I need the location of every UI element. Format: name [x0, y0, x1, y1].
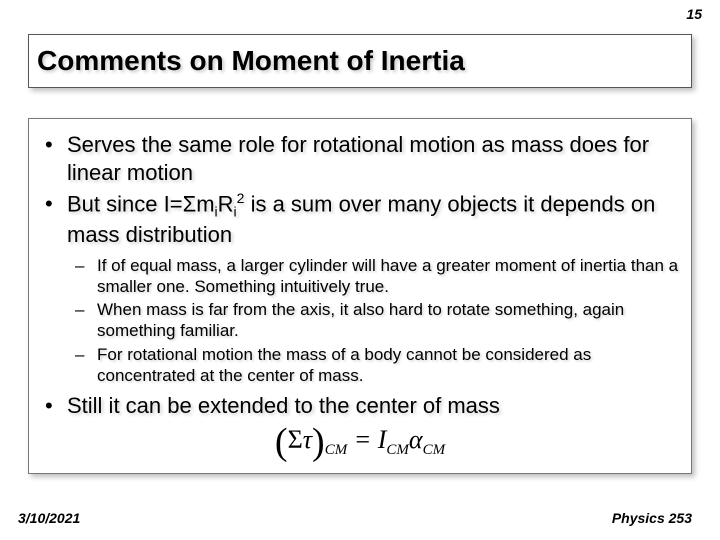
slide-title: Comments on Moment of Inertia	[37, 45, 683, 77]
cm-sub: CM	[386, 442, 409, 458]
r-symbol: R	[218, 191, 234, 216]
sub-1-text: If of equal mass, a larger cylinder will…	[97, 255, 681, 298]
bullet-3-row: • Still it can be extended to the center…	[39, 392, 681, 421]
content-container: • Serves the same role for rotational mo…	[28, 118, 692, 474]
equation-container: (Στ)CM = ICMαCM	[39, 425, 681, 459]
bullet-1-text: Serves the same role for rotational moti…	[67, 131, 681, 186]
m-symbol: m	[196, 191, 214, 216]
cm-sub: CM	[423, 442, 446, 458]
bullet-2-row: • But since I=ΣmiRi2 is a sum over many …	[39, 190, 681, 249]
bullet-2-text: But since I=ΣmiRi2 is a sum over many ob…	[67, 190, 681, 249]
bullet-marker: •	[39, 190, 67, 219]
title-container: Comments on Moment of Inertia	[28, 34, 692, 88]
sub-1-row: – If of equal mass, a larger cylinder wi…	[39, 255, 681, 298]
sub-3-row: – For rotational motion the mass of a bo…	[39, 344, 681, 387]
bullet-marker: •	[39, 131, 67, 160]
footer-course: Physics 253	[612, 510, 692, 526]
alpha-symbol: α	[409, 425, 423, 454]
sigma-symbol: Σ	[183, 191, 197, 216]
dash-marker: –	[75, 255, 97, 276]
sub-2-text: When mass is far from the axis, it also …	[97, 299, 681, 342]
tau-symbol: τ	[303, 425, 312, 454]
page-number: 15	[686, 6, 702, 22]
bullet-3-text: Still it can be extended to the center o…	[67, 392, 500, 420]
b2-pre: But since I=	[67, 191, 183, 216]
equals: =	[347, 425, 378, 454]
sub-bullet-group: – If of equal mass, a larger cylinder wi…	[39, 255, 681, 387]
bullet-1-row: • Serves the same role for rotational mo…	[39, 131, 681, 186]
lparen: (	[275, 421, 288, 463]
sigma-icon: Σ	[288, 425, 303, 454]
dash-marker: –	[75, 344, 97, 365]
subscript-i: i	[234, 204, 237, 220]
bullet-marker: •	[39, 392, 67, 421]
sub-2-row: – When mass is far from the axis, it als…	[39, 299, 681, 342]
sub-3-text: For rotational motion the mass of a body…	[97, 344, 681, 387]
dash-marker: –	[75, 299, 97, 320]
cm-sub: CM	[325, 442, 348, 458]
equation: (Στ)CM = ICMαCM	[275, 425, 445, 459]
rparen: )	[312, 421, 325, 463]
footer-date: 3/10/2021	[18, 510, 80, 526]
